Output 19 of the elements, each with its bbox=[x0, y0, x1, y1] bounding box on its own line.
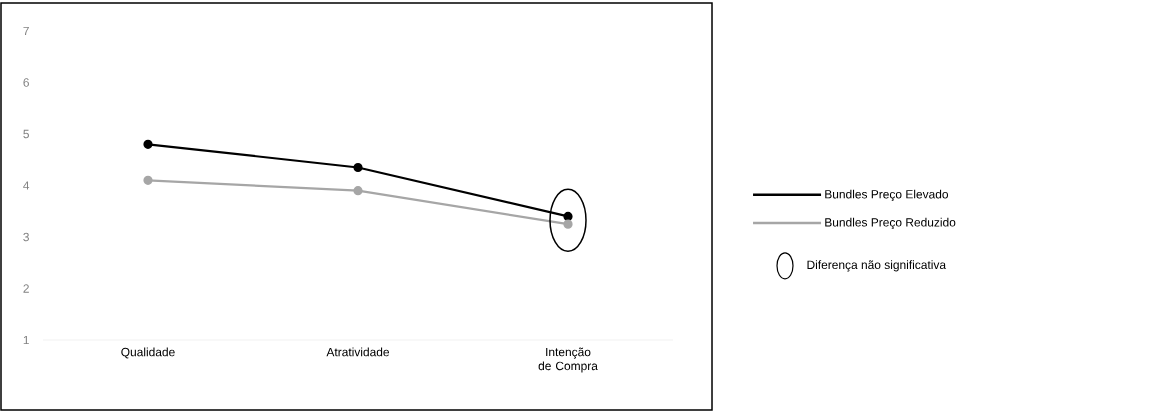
text: Diferença não significativa bbox=[807, 260, 947, 272]
y-tick-label: 4 bbox=[23, 181, 30, 190]
text: Bundles Preço Elevado bbox=[825, 189, 949, 201]
y-tick-label: 5 bbox=[23, 129, 29, 139]
y-tick-label: 1 bbox=[23, 335, 29, 345]
point bbox=[143, 175, 153, 185]
point bbox=[563, 219, 573, 229]
x-tick-label: Qualidade bbox=[121, 347, 175, 359]
y-tick-label: 3 bbox=[23, 232, 29, 242]
x-tick-label: Intenção de Compra bbox=[538, 347, 598, 373]
y-tick-label: 2 bbox=[23, 284, 29, 293]
x-tick-label: Atratividade bbox=[326, 347, 390, 357]
point bbox=[353, 186, 363, 196]
y-tick-label: 6 bbox=[23, 78, 29, 87]
y-tick-label: 7 bbox=[23, 26, 29, 36]
text: Bundles Preço Reduzido bbox=[825, 217, 956, 230]
point bbox=[563, 211, 573, 221]
point bbox=[353, 162, 363, 173]
point bbox=[143, 139, 153, 149]
